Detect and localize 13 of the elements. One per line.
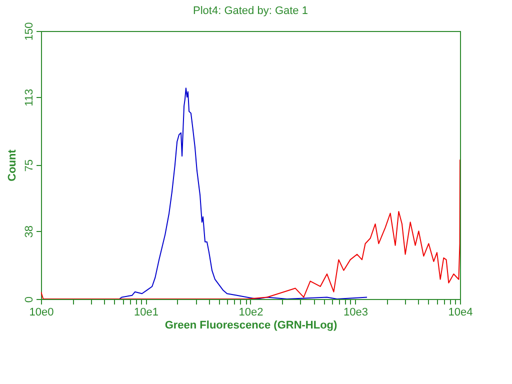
x-axis-title: Green Fluorescence (GRN-HLog) xyxy=(164,320,338,332)
x-tick-label: 10e3 xyxy=(344,306,368,318)
chart-title: Plot4: Gated by: Gate 1 xyxy=(193,4,308,17)
x-tick-label: 10e2 xyxy=(238,306,264,318)
y-axis-title: Count xyxy=(6,149,18,182)
y-tick-label: 0 xyxy=(24,296,36,303)
y-tick-label: 38 xyxy=(24,225,36,238)
y-tick-label: 75 xyxy=(24,159,36,172)
x-tick-label: 10e4 xyxy=(448,306,473,318)
y-tick-label: 113 xyxy=(24,88,36,106)
x-tick-label: 10e0 xyxy=(29,306,54,318)
y-tick-label: 150 xyxy=(24,22,36,41)
x-tick-label: 10e1 xyxy=(134,306,158,318)
